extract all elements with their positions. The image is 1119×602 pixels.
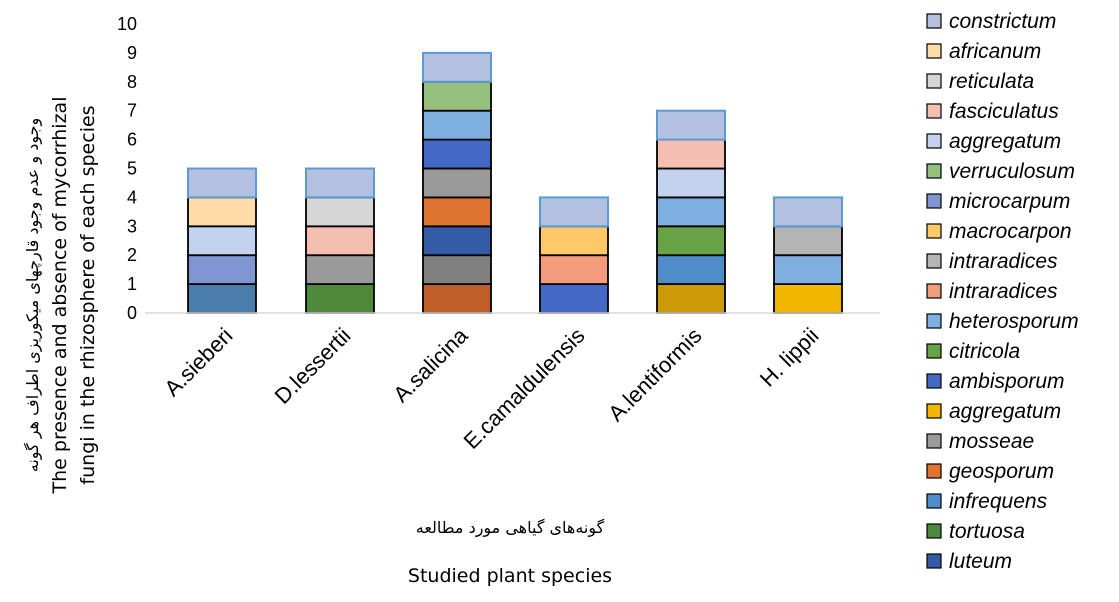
legend-swatch — [926, 73, 942, 89]
y-axis-title-persian: وجود و عدم وجود قارچهای میکوریزی اطراف ه… — [23, 118, 43, 472]
bar-segment — [539, 196, 609, 228]
legend-swatch — [926, 433, 942, 449]
y-tick-label: 6 — [127, 130, 137, 150]
legend-swatch — [926, 43, 942, 59]
legend-label: verruculosum — [949, 160, 1075, 183]
bar-segment — [656, 167, 726, 199]
legend-label: constrictum — [949, 10, 1056, 33]
y-tick-label: 4 — [127, 187, 137, 207]
bar-segment — [539, 283, 609, 314]
x-axis-title-persian: گونه‌های گیاهی مورد مطالعه — [416, 518, 605, 538]
legend-label: infrequens — [949, 490, 1048, 513]
legend-swatch — [926, 343, 942, 359]
category-label: A.lentiformis — [603, 323, 706, 426]
legend-label: luteum — [949, 550, 1012, 573]
bar-segment — [422, 225, 492, 257]
legend-swatch — [926, 193, 942, 209]
legend: constrictum africanum reticulata fasciculat… — [926, 10, 1079, 573]
bar-segment — [656, 109, 726, 141]
bar-segment — [773, 225, 843, 257]
legend-swatch — [926, 223, 942, 239]
bar-segment — [656, 225, 726, 257]
bar-segment — [305, 225, 375, 257]
y-tick-label: 9 — [127, 43, 137, 63]
y-tick-label: 2 — [127, 245, 137, 265]
legend-swatch — [926, 103, 942, 119]
bar-segment — [187, 283, 257, 314]
bar-segment — [773, 254, 843, 285]
bar-segment — [305, 283, 375, 314]
bar-segment — [656, 254, 726, 285]
legend-swatch — [926, 133, 942, 149]
bar-segment — [656, 138, 726, 170]
category-label: D.lessertii — [270, 323, 356, 409]
legend-label: mosseae — [949, 430, 1034, 453]
legend-label: intraradices — [949, 280, 1058, 303]
legend-label: microcarpum — [949, 190, 1070, 213]
legend-label: aggregatum — [949, 400, 1061, 423]
legend-label: africanum — [949, 40, 1041, 63]
legend-label: aggregatum — [949, 130, 1061, 153]
bar-segment — [422, 51, 492, 83]
bar-segment — [187, 225, 257, 257]
category-label: A.salicina — [388, 322, 473, 407]
y-axis-title-line1: The presence and absence of mycorrhizal — [49, 97, 71, 495]
y-tick-label: 0 — [127, 303, 137, 323]
legend-swatch — [926, 403, 942, 419]
bar-segment — [422, 109, 492, 141]
y-tick-label: 5 — [127, 159, 137, 179]
legend-label: fasciculatus — [949, 100, 1059, 123]
legend-swatch — [926, 523, 942, 539]
legend-swatch — [926, 253, 942, 269]
bar-segment — [539, 225, 609, 257]
y-tick-label: 10 — [117, 14, 137, 34]
bar-segment — [539, 254, 609, 285]
bar-segment — [187, 167, 257, 199]
y-tick-label: 1 — [127, 274, 137, 294]
category-label: H. lippii — [755, 323, 824, 392]
bar-segment — [422, 283, 492, 314]
y-tick-label: 8 — [127, 72, 137, 92]
category-label: A.sieberi — [159, 323, 237, 401]
y-axis-ticks: 0 1 2 3 4 5 6 7 8 9 10 — [117, 14, 137, 323]
y-tick-label: 3 — [127, 216, 137, 236]
legend-label: intraradices — [949, 250, 1058, 273]
bar-segment — [773, 196, 843, 228]
bar-segment — [422, 167, 492, 199]
category-label: E.camaldulensis — [459, 323, 590, 454]
bar-segment — [187, 196, 257, 228]
bar-segment — [305, 167, 375, 199]
legend-swatch — [926, 313, 942, 329]
bar-segment — [656, 196, 726, 228]
bar-segment — [656, 283, 726, 314]
bar-segment — [187, 254, 257, 285]
legend-label: citricola — [949, 340, 1020, 363]
legend-swatch — [926, 13, 942, 29]
category-labels: A.sieberi D.lessertii A.salicinaE.camaldul… — [159, 322, 823, 453]
legend-swatch — [926, 283, 942, 299]
legend-label: macrocarpon — [949, 220, 1072, 243]
legend-label: tortuosa — [949, 520, 1025, 543]
legend-label: ambisporum — [949, 370, 1065, 393]
bar-segment — [305, 254, 375, 285]
bar-segment — [422, 254, 492, 285]
bar-segment — [422, 196, 492, 228]
bar-segment — [773, 283, 843, 314]
y-tick-label: 7 — [127, 101, 137, 121]
legend-label: reticulata — [949, 70, 1034, 93]
legend-label: geosporum — [949, 460, 1054, 483]
legend-swatch — [926, 493, 942, 509]
legend-label: heterosporum — [949, 310, 1079, 333]
bar-segment — [305, 196, 375, 228]
x-axis-title: Studied plant species — [408, 565, 612, 587]
bars-group — [187, 51, 843, 314]
legend-swatch — [926, 373, 942, 389]
y-axis-title-line2: fungi in the rhizosphere of each species — [77, 105, 99, 484]
bar-segment — [422, 138, 492, 170]
bar-segment — [422, 80, 492, 112]
legend-swatch — [926, 463, 942, 479]
legend-swatch — [926, 553, 942, 569]
legend-swatch — [926, 163, 942, 179]
